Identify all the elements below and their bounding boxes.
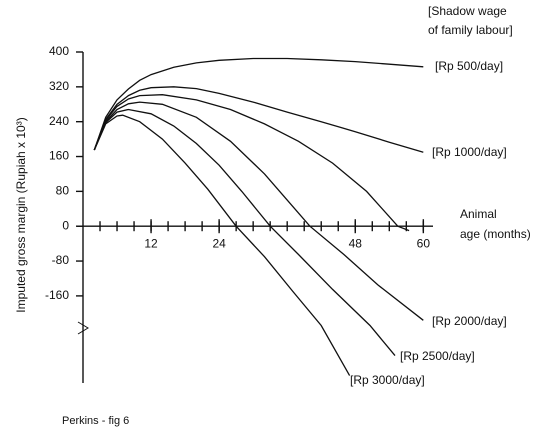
series-label: [Rp 2000/day]: [432, 314, 507, 328]
y-tick-label: 400: [49, 44, 69, 58]
y-tick-label: -160: [45, 288, 69, 302]
y-tick-label: 240: [49, 114, 69, 128]
y-tick-label: 320: [49, 79, 69, 93]
series-line: [93, 94, 410, 232]
x-tick-label: 60: [417, 236, 431, 250]
series-label: [Rp 500/day]: [435, 59, 503, 73]
title-line: of family labour]: [428, 23, 513, 37]
caption: Perkins - fig 6: [62, 415, 129, 427]
title-line: [Shadow wage: [428, 4, 507, 18]
axis-break: [77, 321, 89, 335]
series-line: [93, 101, 424, 321]
series-label: [Rp 2500/day]: [400, 349, 475, 363]
series-line: [93, 114, 351, 376]
y-tick-label: 160: [49, 149, 69, 163]
series-line: [93, 57, 424, 151]
series-line: [93, 86, 424, 153]
x-tick-label: 24: [212, 236, 226, 250]
y-tick-label: 80: [56, 184, 70, 198]
y-tick-label: 0: [62, 218, 69, 232]
x-axis-label: Animal: [460, 207, 497, 221]
x-tick-label: 48: [349, 236, 363, 250]
y-axis-label: Imputed gross margin (Rupiah x 10³): [14, 117, 28, 312]
y-tick-label: -80: [52, 253, 70, 267]
x-tick-label: 12: [144, 236, 158, 250]
x-axis-label: age (months): [460, 227, 531, 241]
series-label: [Rp 3000/day]: [350, 373, 425, 387]
series-label: [Rp 1000/day]: [432, 145, 507, 159]
series-line: [93, 108, 396, 357]
